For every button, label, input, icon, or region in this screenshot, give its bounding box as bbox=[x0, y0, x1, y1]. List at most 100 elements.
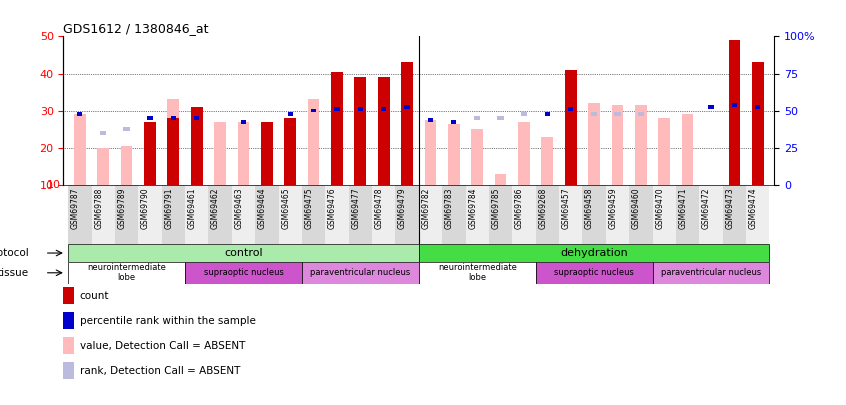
Text: GSM69479: GSM69479 bbox=[398, 188, 407, 229]
Text: GSM69474: GSM69474 bbox=[749, 188, 758, 229]
Bar bbox=[536, 262, 652, 284]
Text: GSM69459: GSM69459 bbox=[608, 188, 618, 229]
Bar bbox=[419, 244, 769, 262]
Bar bbox=[358, 107, 363, 111]
Bar bbox=[278, 185, 302, 244]
Bar bbox=[241, 120, 246, 124]
Bar bbox=[378, 77, 389, 185]
Bar bbox=[513, 185, 536, 244]
Text: dehydration: dehydration bbox=[560, 248, 628, 258]
Bar bbox=[635, 105, 646, 185]
Bar bbox=[238, 122, 250, 185]
Bar bbox=[425, 120, 437, 185]
Text: GSM69476: GSM69476 bbox=[328, 188, 337, 229]
Text: GSM69788: GSM69788 bbox=[94, 188, 103, 229]
Bar bbox=[168, 100, 179, 185]
Bar bbox=[746, 185, 769, 244]
Bar bbox=[521, 113, 527, 116]
Text: GDS1612 / 1380846_at: GDS1612 / 1380846_at bbox=[63, 22, 209, 35]
Text: GSM69782: GSM69782 bbox=[421, 188, 431, 229]
Text: GSM69784: GSM69784 bbox=[468, 188, 477, 229]
Bar bbox=[147, 116, 152, 120]
Bar bbox=[401, 62, 413, 185]
Bar bbox=[559, 185, 582, 244]
Bar bbox=[194, 116, 200, 120]
Text: GSM69475: GSM69475 bbox=[305, 188, 314, 229]
Bar bbox=[208, 185, 232, 244]
Bar bbox=[448, 124, 459, 185]
Bar bbox=[728, 40, 740, 185]
Bar bbox=[495, 174, 507, 185]
Bar bbox=[676, 185, 700, 244]
Bar bbox=[541, 136, 553, 185]
Bar bbox=[708, 105, 714, 109]
Text: GSM69785: GSM69785 bbox=[492, 188, 501, 229]
Bar bbox=[752, 62, 764, 185]
Text: neurointermediate
lobe: neurointermediate lobe bbox=[87, 263, 166, 283]
Text: 10: 10 bbox=[47, 180, 61, 190]
Bar bbox=[261, 122, 272, 185]
Bar bbox=[404, 105, 409, 109]
Bar bbox=[97, 147, 109, 185]
Text: GSM69471: GSM69471 bbox=[678, 188, 688, 229]
Bar bbox=[652, 262, 769, 284]
Text: tissue: tissue bbox=[0, 268, 29, 278]
Bar bbox=[614, 113, 621, 116]
Bar bbox=[755, 105, 761, 109]
Text: count: count bbox=[80, 291, 109, 301]
Text: supraoptic nucleus: supraoptic nucleus bbox=[554, 268, 634, 277]
Text: GSM69783: GSM69783 bbox=[445, 188, 453, 229]
Bar bbox=[700, 185, 722, 244]
Text: paraventricular nucleus: paraventricular nucleus bbox=[310, 268, 410, 277]
Bar bbox=[395, 185, 419, 244]
Bar bbox=[302, 262, 419, 284]
Bar bbox=[232, 185, 255, 244]
Text: rank, Detection Call = ABSENT: rank, Detection Call = ABSENT bbox=[80, 366, 240, 376]
Bar bbox=[138, 185, 162, 244]
Bar bbox=[722, 185, 746, 244]
Bar bbox=[325, 185, 349, 244]
Bar bbox=[638, 113, 644, 116]
Text: supraoptic nucleus: supraoptic nucleus bbox=[204, 268, 283, 277]
Bar bbox=[69, 185, 91, 244]
Bar bbox=[419, 262, 536, 284]
Text: GSM69791: GSM69791 bbox=[164, 188, 173, 229]
Bar bbox=[115, 185, 138, 244]
Text: GSM69461: GSM69461 bbox=[188, 188, 196, 229]
Bar bbox=[331, 72, 343, 185]
Bar bbox=[536, 185, 559, 244]
Text: value, Detection Call = ABSENT: value, Detection Call = ABSENT bbox=[80, 341, 244, 351]
Bar bbox=[682, 114, 694, 185]
Bar bbox=[334, 107, 339, 111]
Bar bbox=[284, 118, 296, 185]
Text: GSM69465: GSM69465 bbox=[281, 188, 290, 229]
Text: GSM69462: GSM69462 bbox=[211, 188, 220, 229]
Text: paraventricular nucleus: paraventricular nucleus bbox=[661, 268, 761, 277]
Bar bbox=[489, 185, 513, 244]
Bar bbox=[591, 113, 597, 116]
Bar bbox=[214, 122, 226, 185]
Bar bbox=[308, 100, 320, 185]
Bar bbox=[185, 262, 302, 284]
Text: GSM69460: GSM69460 bbox=[632, 188, 640, 229]
Bar bbox=[497, 116, 504, 120]
Text: GSM69457: GSM69457 bbox=[562, 188, 571, 229]
Text: GSM69473: GSM69473 bbox=[725, 188, 734, 229]
Text: control: control bbox=[224, 248, 263, 258]
Bar bbox=[652, 185, 676, 244]
Bar bbox=[518, 122, 530, 185]
Bar bbox=[74, 114, 85, 185]
Bar bbox=[69, 244, 419, 262]
Bar bbox=[100, 131, 107, 134]
Bar bbox=[69, 262, 185, 284]
Bar bbox=[121, 146, 133, 185]
Bar bbox=[354, 77, 366, 185]
Bar bbox=[428, 118, 433, 122]
Text: GSM69470: GSM69470 bbox=[655, 188, 664, 229]
Bar bbox=[191, 107, 202, 185]
Bar bbox=[288, 113, 293, 116]
Bar bbox=[77, 113, 82, 116]
Bar bbox=[588, 103, 600, 185]
Bar bbox=[471, 129, 483, 185]
Bar bbox=[144, 122, 156, 185]
